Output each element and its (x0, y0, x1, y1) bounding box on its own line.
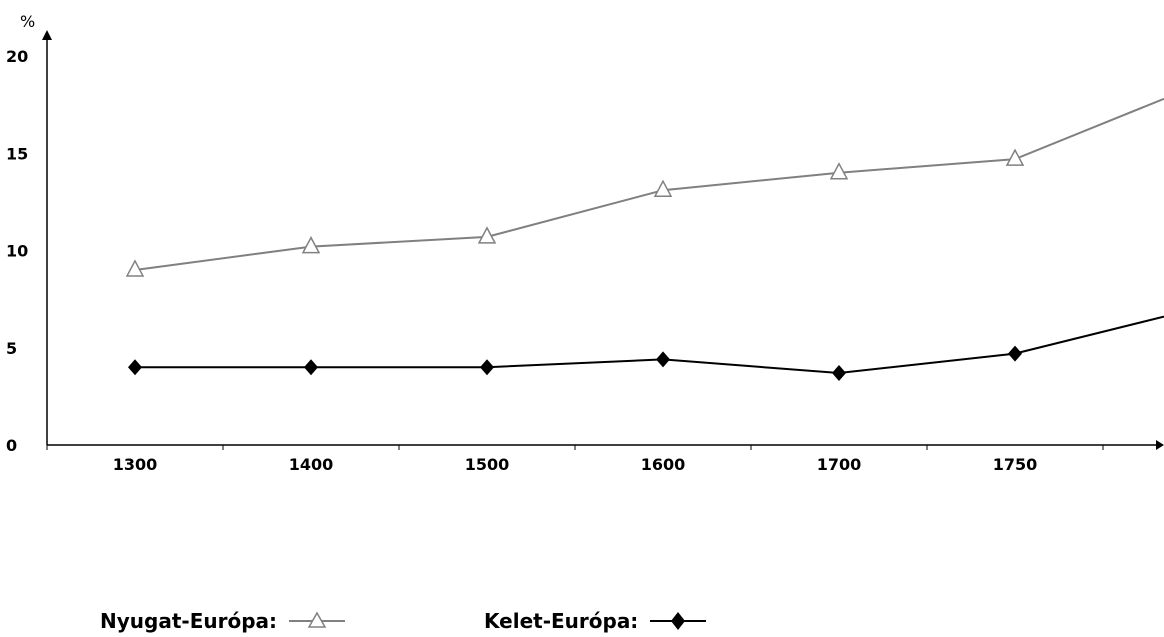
x-tick-label: 1300 (113, 455, 158, 474)
filled-diamond-marker-icon (650, 612, 707, 630)
legend-kelet: Kelet-Európa: (484, 606, 708, 636)
y-axis-unit-label: % (20, 12, 35, 31)
triangle-data-point (829, 162, 849, 180)
diamond-data-point (304, 359, 318, 376)
series-nyugat-europa (125, 97, 1164, 277)
y-tick-label: 0 (6, 436, 17, 455)
x-axis-arrow (1156, 440, 1164, 450)
open-triangle-marker-icon (289, 611, 346, 628)
y-axis-arrow (42, 30, 52, 40)
triangle-data-point (653, 179, 673, 197)
legend-nyugat: Nyugat-Európa: (100, 606, 347, 636)
diamond-data-point (128, 359, 142, 376)
legend-label-nyugat: Nyugat-Európa: (100, 609, 278, 633)
y-tick-label: 15 (6, 144, 28, 163)
diamond-data-point (1008, 345, 1022, 362)
line-chart: % 0 5 10 15 20 1300 1400 1500 1600 1700 1750 (6, 12, 1164, 474)
x-tick-label: 1400 (289, 455, 334, 474)
series-line (135, 315, 1164, 375)
y-tick-labels: 0 5 10 15 20 (6, 47, 28, 455)
series-line (134, 97, 1164, 271)
y-tick-label: 5 (6, 339, 17, 358)
series-kelet-europa (128, 315, 1164, 382)
x-tick-label: 1700 (817, 455, 862, 474)
x-tick-label: 1750 (993, 455, 1038, 474)
diamond-data-point (832, 365, 846, 382)
triangle-data-point (1005, 148, 1025, 166)
triangle-data-point (301, 236, 321, 254)
triangle-data-point (125, 259, 145, 277)
axes: % (20, 12, 1164, 450)
triangle-data-point (477, 226, 497, 244)
diamond-data-point (480, 359, 494, 376)
diamond-data-point (656, 351, 670, 368)
x-tick-labels: 1300 1400 1500 1600 1700 1750 (46, 445, 1104, 474)
series-layer (125, 97, 1164, 382)
legend-label-kelet: Kelet-Európa: (484, 609, 639, 633)
x-tick-label: 1500 (465, 455, 510, 474)
y-tick-label: 20 (6, 47, 28, 66)
x-tick-label: 1600 (641, 455, 686, 474)
y-tick-label: 10 (6, 242, 28, 261)
